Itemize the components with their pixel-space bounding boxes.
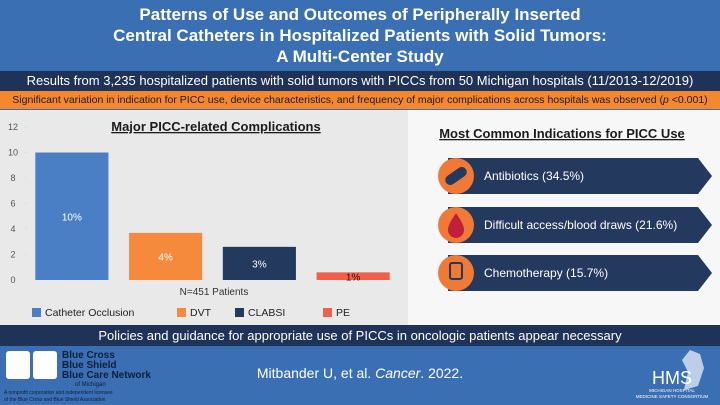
footer: Blue Cross Blue Shield Blue Care Network…: [4, 350, 709, 403]
pill-icon: [445, 166, 467, 186]
finding-text: p: [663, 94, 669, 106]
legend-label: Catheter Occlusion: [45, 307, 134, 319]
bar: [222, 246, 296, 280]
banner: [448, 158, 712, 194]
bcbs-name: Blue Cross: [62, 350, 115, 361]
icon: [438, 255, 474, 291]
chart-title: Major PICC-related Complications: [111, 119, 320, 134]
indication: Antibiotics (34.5%): [484, 169, 584, 183]
banner: [448, 255, 712, 291]
y-tick-label: 6: [10, 199, 15, 209]
indications-panel: Most Common Indications for PICC Use Ant…: [408, 110, 720, 325]
y-tick-label: 10: [8, 148, 18, 158]
value-label: 4%: [158, 252, 173, 263]
bar: [316, 272, 390, 280]
licensee: A nonprofit corporation and independent …: [4, 390, 113, 396]
finding-text: Significant variation in indication for …: [12, 94, 664, 106]
legend-swatch: [323, 308, 332, 317]
hms-logo: HMS: [652, 368, 692, 388]
citation-part: Mitbander U, et al.: [257, 365, 375, 381]
indication: Chemotherapy (15.7%): [484, 266, 608, 280]
value-label: 10%: [62, 212, 82, 223]
chart: Major PICC-related Complications N=451 P…: [8, 119, 390, 319]
indications-title: Most Common Indications for PICC Use: [439, 126, 685, 141]
bcbs-cross: [6, 351, 30, 379]
title-line: Patterns of Use and Outcomes of Peripher…: [139, 5, 581, 24]
conclusion: Policies and guidance for appropriate us…: [0, 325, 720, 346]
drop-icon: [448, 213, 464, 238]
banner: [448, 207, 712, 243]
citation-part: . 2022.: [420, 365, 463, 381]
finding-banner: Significant variation in indication for …: [0, 91, 720, 109]
hms-sub: MEDICINE SAFETY CONSORTIUM: [636, 394, 709, 399]
legend-label: DVT: [190, 307, 212, 319]
bcbs-name: Blue Care Network: [62, 370, 151, 381]
y-tick-label: 12: [8, 122, 18, 132]
michigan-shape: [682, 350, 704, 390]
citation-part: Cancer: [375, 365, 421, 381]
indication: Difficult access/blood draws (21.6%): [484, 218, 677, 232]
legend-swatch: [235, 308, 244, 317]
title-line: Central Catheters in Hospitalized Patien…: [113, 26, 607, 45]
bcbs-shield: [33, 351, 57, 379]
legend-label: PE: [336, 307, 350, 319]
licensee: of the Blue Cross and Blue Shield Associ…: [4, 397, 106, 403]
y-tick-label: 4: [10, 224, 15, 234]
legend-swatch: [177, 308, 186, 317]
bcbs-sub: of Michigan: [75, 382, 106, 388]
value-label: 3%: [252, 259, 267, 270]
iv-icon: [449, 262, 463, 280]
bar: [129, 232, 203, 280]
y-tick-label: 0: [10, 275, 15, 285]
y-tick-label: 2: [10, 250, 15, 260]
title-line: A Multi-Center Study: [276, 47, 444, 66]
legend-swatch: [32, 308, 41, 317]
hms-sub: MICHIGAN HOSPITAL: [649, 388, 695, 393]
value-label: 1%: [346, 272, 361, 283]
citation: Mitbander U, et al. Cancer. 2022.: [257, 365, 463, 381]
bar: [35, 152, 109, 280]
y-tick-label: 8: [10, 173, 15, 183]
finding-text: <0.001): [668, 94, 708, 106]
indications: Most Common Indications for PICC Use Ant…: [438, 126, 712, 291]
bcbs-name: Blue Shield: [62, 360, 116, 371]
title: Patterns of Use and Outcomes of Peripher…: [0, 4, 720, 67]
chart-panel: Major PICC-related Complications N=451 P…: [0, 110, 408, 325]
legend-label: CLABSI: [248, 307, 285, 319]
x-axis-label: N=451 Patients: [180, 287, 249, 298]
results-banner: Results from 3,235 hospitalized patients…: [0, 71, 720, 91]
